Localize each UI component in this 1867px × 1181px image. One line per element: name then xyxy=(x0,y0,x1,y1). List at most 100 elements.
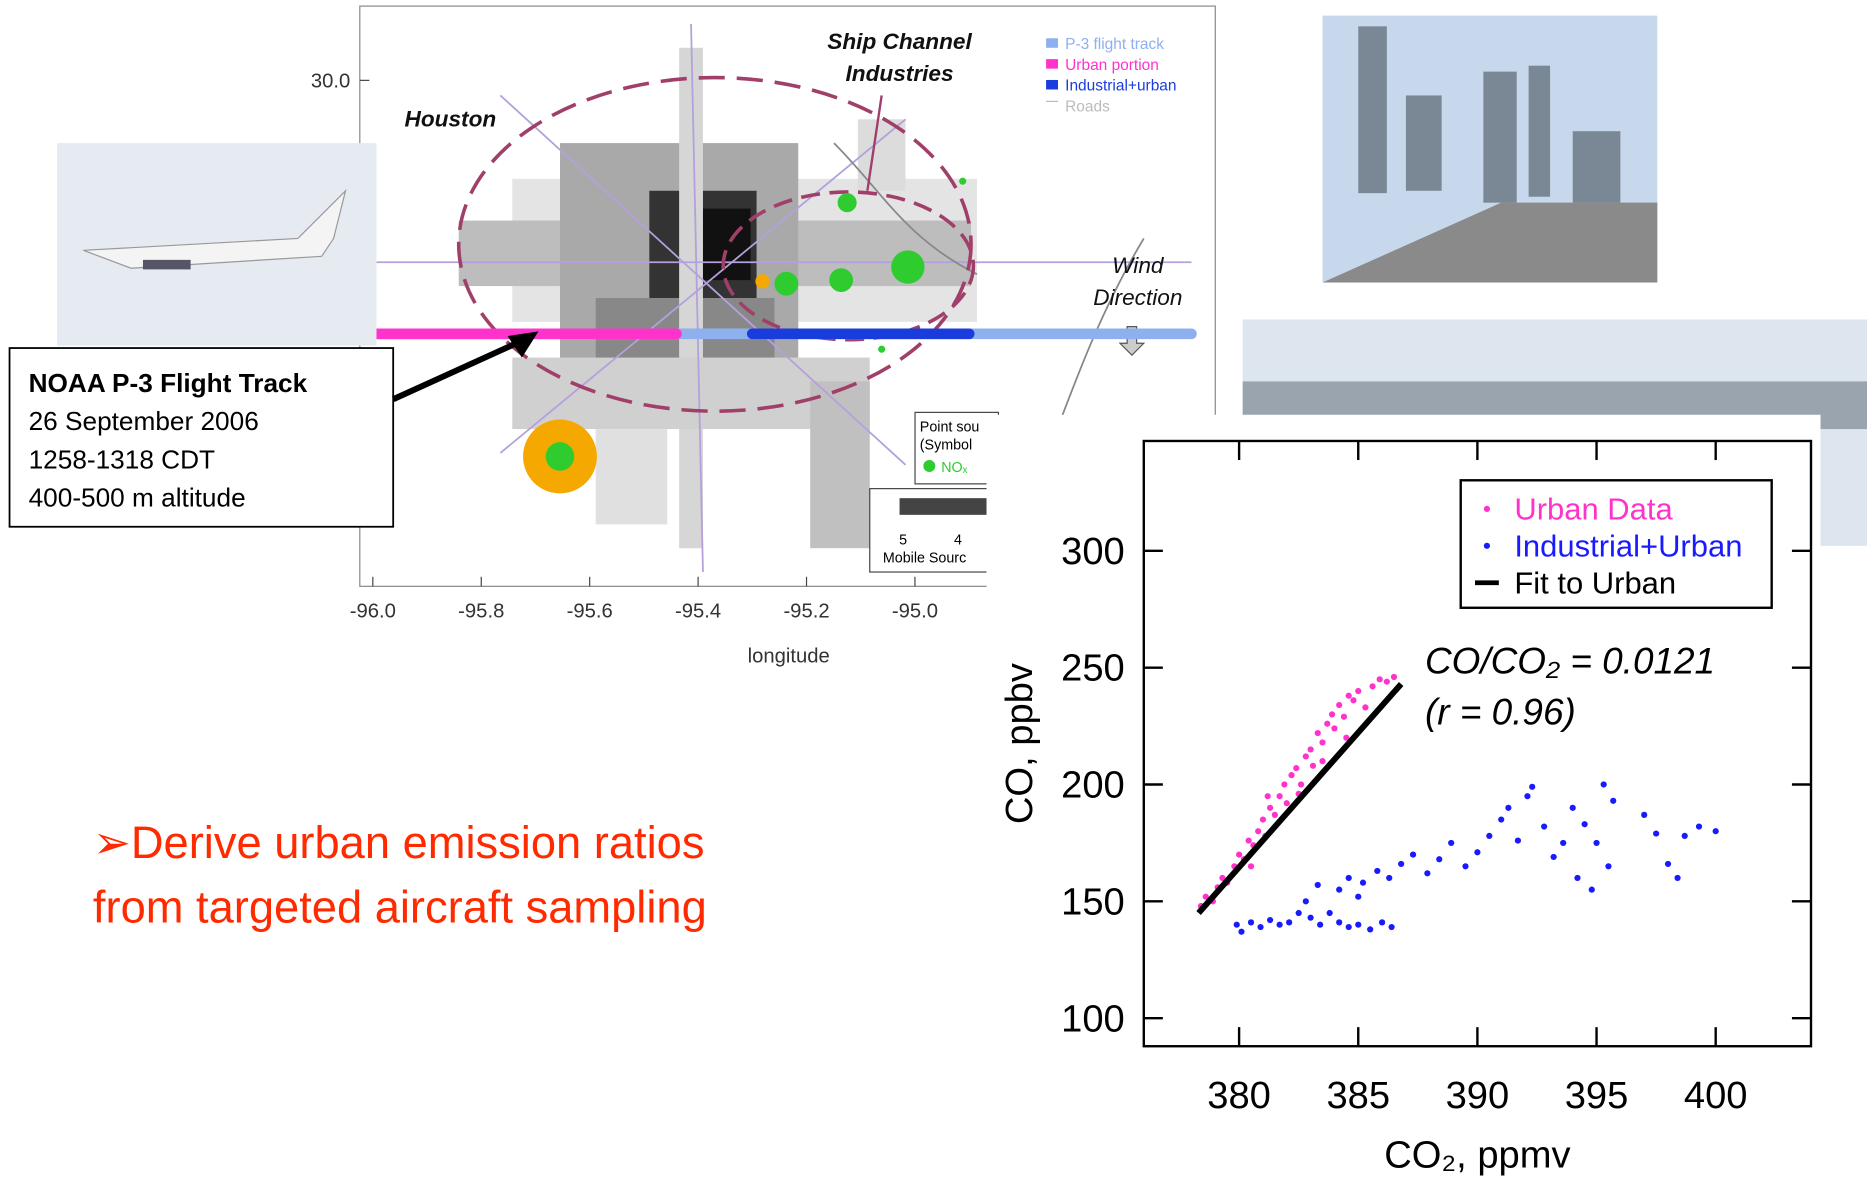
data-point xyxy=(1355,921,1362,928)
callout-title: NOAA P-3 Flight Track xyxy=(29,368,308,398)
data-point xyxy=(1336,701,1343,709)
callout-box xyxy=(8,347,395,528)
point-legend-item: NOₓ xyxy=(941,460,967,476)
data-point xyxy=(1340,713,1348,720)
data-point xyxy=(1588,886,1595,893)
annotation: (r = 0.96) xyxy=(1425,692,1576,733)
colorbar xyxy=(899,498,989,515)
data-point xyxy=(1247,919,1255,926)
x-tick-label: 395 xyxy=(1565,1074,1629,1117)
data-point xyxy=(1581,821,1588,828)
point-legend-title: Point sou xyxy=(920,419,980,435)
data-point xyxy=(1233,921,1240,928)
legend-label: Urban Data xyxy=(1514,492,1673,527)
colorbar-title: Mobile Sourc xyxy=(883,551,966,567)
y-axis-label: CO, ppbv xyxy=(998,663,1041,824)
legend-label: Urban portion xyxy=(1065,57,1159,74)
data-point xyxy=(1498,816,1505,823)
data-point xyxy=(1641,811,1648,818)
data-point xyxy=(1219,874,1226,882)
data-point xyxy=(1462,863,1469,870)
pointer xyxy=(866,95,883,191)
data-point xyxy=(1664,860,1672,868)
data-point xyxy=(1283,800,1290,807)
legend-label: Industrial+urban xyxy=(1065,78,1176,95)
data-point xyxy=(1297,781,1305,788)
x-tick-label: 380 xyxy=(1207,1074,1271,1117)
data-point xyxy=(1247,863,1255,870)
data-point xyxy=(1345,692,1352,699)
data-point xyxy=(1336,886,1343,893)
data-point xyxy=(1374,867,1381,875)
data-point xyxy=(1524,793,1531,800)
data-point xyxy=(1307,746,1314,753)
data-point xyxy=(1350,697,1357,704)
x-tick-label: -95.8 xyxy=(458,600,504,622)
data-point xyxy=(1302,753,1309,760)
data-point xyxy=(1436,856,1443,863)
data-point xyxy=(1264,793,1271,800)
data-point xyxy=(1409,851,1417,858)
data-point xyxy=(1314,729,1321,737)
industry-ellipse xyxy=(721,190,976,342)
data-point xyxy=(1355,687,1362,695)
urban-ellipse xyxy=(456,75,973,413)
data-point xyxy=(1309,762,1317,769)
data-point xyxy=(1331,725,1338,732)
data-point xyxy=(1712,828,1719,835)
data-point xyxy=(1367,926,1374,933)
colorbar-tick-label: 5 xyxy=(899,533,907,549)
map-chart: -96.0 -95.8 -95.6 -95.4 -95.2 -95.0 30.0 longit… xyxy=(311,29,1197,668)
y-tick-label: 100 xyxy=(1061,997,1125,1040)
data-point xyxy=(1448,839,1455,847)
data-point xyxy=(1486,832,1493,840)
scatter-chart: 380 385 390 395 400 100 150 200 250 300 CO₂, ppmv C… xyxy=(998,439,1813,1177)
data-point xyxy=(1317,921,1324,928)
data-point xyxy=(1302,898,1309,905)
fit-line xyxy=(1196,682,1404,915)
data-point xyxy=(1369,683,1376,690)
x-tick-label: 390 xyxy=(1446,1074,1510,1117)
data-point xyxy=(1276,793,1283,800)
callout-line: 1258-1318 CDT xyxy=(29,444,215,474)
data-point xyxy=(1514,837,1522,844)
callout-arrow xyxy=(391,336,526,402)
x-tick-label: -95.4 xyxy=(675,600,721,622)
data-point xyxy=(1202,893,1209,900)
data-point xyxy=(1236,851,1243,858)
legend-label: Industrial+Urban xyxy=(1514,529,1742,564)
data-point xyxy=(1293,765,1300,772)
data-point xyxy=(1266,804,1274,811)
y-tick-label: 300 xyxy=(1061,530,1125,573)
data-point xyxy=(1376,676,1383,683)
data-point xyxy=(1345,874,1352,882)
roads xyxy=(369,23,1192,573)
data-point xyxy=(1336,919,1343,926)
map-annotation: Direction xyxy=(1093,285,1182,310)
data-point xyxy=(1288,772,1295,779)
data-point xyxy=(1681,832,1688,840)
x-axis-label: longitude xyxy=(748,646,830,668)
x-tick-label: -95.2 xyxy=(783,600,829,622)
legend-swatch xyxy=(1046,38,1059,48)
data-point xyxy=(1388,923,1395,931)
legend-box xyxy=(1459,479,1773,609)
data-point xyxy=(1326,909,1333,917)
data-point xyxy=(1307,914,1314,921)
data-point xyxy=(1324,720,1331,727)
data-point xyxy=(1345,923,1352,931)
map-annotation: Houston xyxy=(404,106,496,131)
data-point xyxy=(1569,804,1576,811)
x-tick-label: -95.6 xyxy=(567,600,613,622)
data-point xyxy=(1276,921,1283,928)
point-sources xyxy=(523,177,967,494)
data-point xyxy=(1386,874,1393,882)
data-point xyxy=(1541,823,1548,830)
data-point xyxy=(1550,853,1557,861)
legend-marker xyxy=(1483,505,1491,512)
data-point xyxy=(1424,870,1431,877)
data-point xyxy=(1266,916,1274,924)
y-tick-label: 200 xyxy=(1061,764,1125,807)
y-tick-label: 250 xyxy=(1061,647,1125,690)
y-tick-label: 30.0 xyxy=(311,71,350,93)
